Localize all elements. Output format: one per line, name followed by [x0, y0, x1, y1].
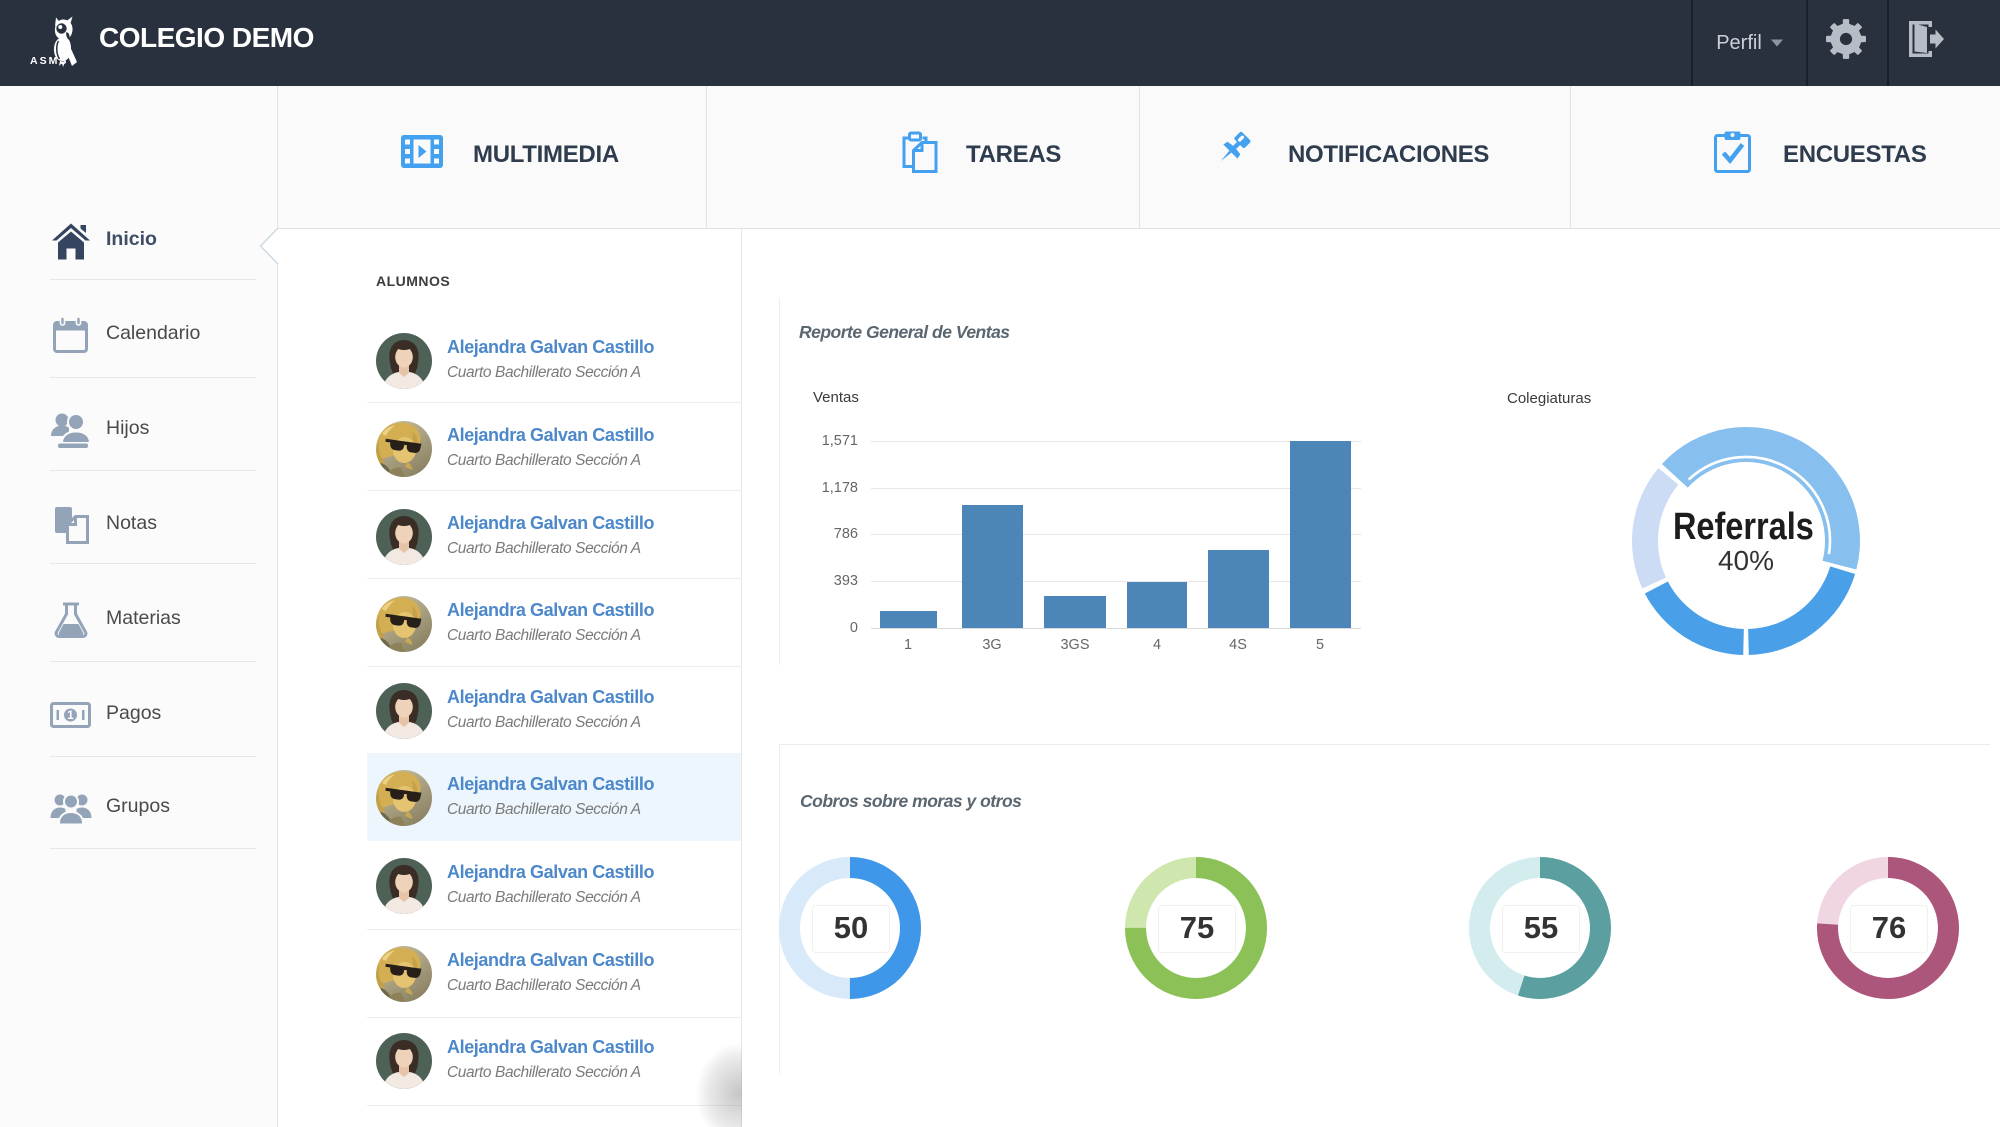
svg-text:1: 1	[67, 708, 74, 722]
